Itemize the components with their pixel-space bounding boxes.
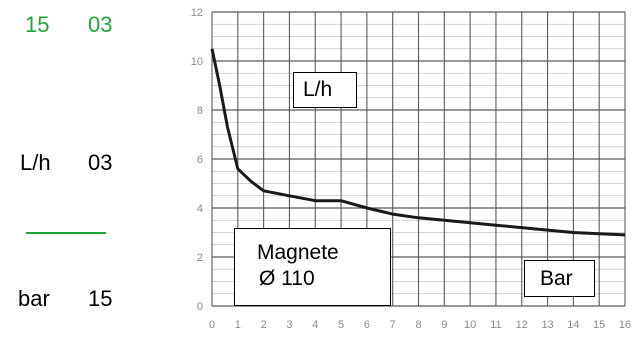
y-tick-label: 0 [197, 301, 203, 313]
xlabel-box: Bar [524, 260, 595, 297]
x-tick-label: 13 [541, 319, 553, 331]
x-tick-labels: 0 1 2 3 4 5 6 7 8 9 10 11 12 13 14 15 16 [209, 319, 631, 331]
sidebar-row2-left: L/h [20, 150, 51, 175]
y-tick-label: 6 [197, 154, 203, 166]
x-axis-label: Bar [540, 267, 573, 290]
x-tick-label: 7 [390, 319, 396, 331]
x-tick-label: 5 [338, 319, 344, 331]
sidebar-row1-left: 15 [25, 12, 50, 37]
x-tick-label: 8 [415, 319, 421, 331]
y-tick-labels: 0 2 4 6 8 10 12 [191, 7, 203, 313]
x-tick-label: 2 [261, 319, 267, 331]
y-axis-label: L/h [303, 78, 333, 101]
x-tick-label: 1 [235, 319, 241, 331]
annotation-box: Magnete Ø 110 [234, 228, 391, 306]
x-tick-label: 11 [490, 319, 501, 331]
y-tick-label: 2 [197, 252, 203, 264]
flow-curve [210, 48, 626, 237]
y-tick-label: 12 [191, 7, 203, 19]
green-divider [26, 232, 106, 234]
x-tick-label: 0 [209, 319, 215, 331]
x-tick-label: 6 [364, 319, 370, 331]
x-tick-label: 16 [619, 319, 631, 331]
ylabel-box: L/h [293, 72, 357, 108]
x-tick-label: 3 [286, 319, 292, 331]
annotation-line1: Magnete [257, 241, 339, 264]
x-tick-label: 15 [593, 319, 605, 331]
x-tick-label: 14 [567, 319, 579, 331]
y-tick-label: 4 [197, 203, 203, 215]
sidebar-row3-left: bar [18, 286, 50, 311]
annotation-line2: Ø 110 [259, 267, 315, 291]
x-tick-label: 4 [312, 319, 318, 331]
x-tick-label: 9 [441, 319, 447, 331]
sidebar-row1-right: 03 [88, 12, 113, 37]
sidebar-row3-right: 15 [88, 286, 113, 311]
x-tick-label: 12 [516, 319, 528, 331]
sidebar-row2-right: 03 [88, 150, 113, 175]
y-tick-label: 8 [197, 105, 203, 117]
y-tick-label: 10 [191, 56, 203, 68]
x-tick-label: 10 [464, 319, 476, 331]
